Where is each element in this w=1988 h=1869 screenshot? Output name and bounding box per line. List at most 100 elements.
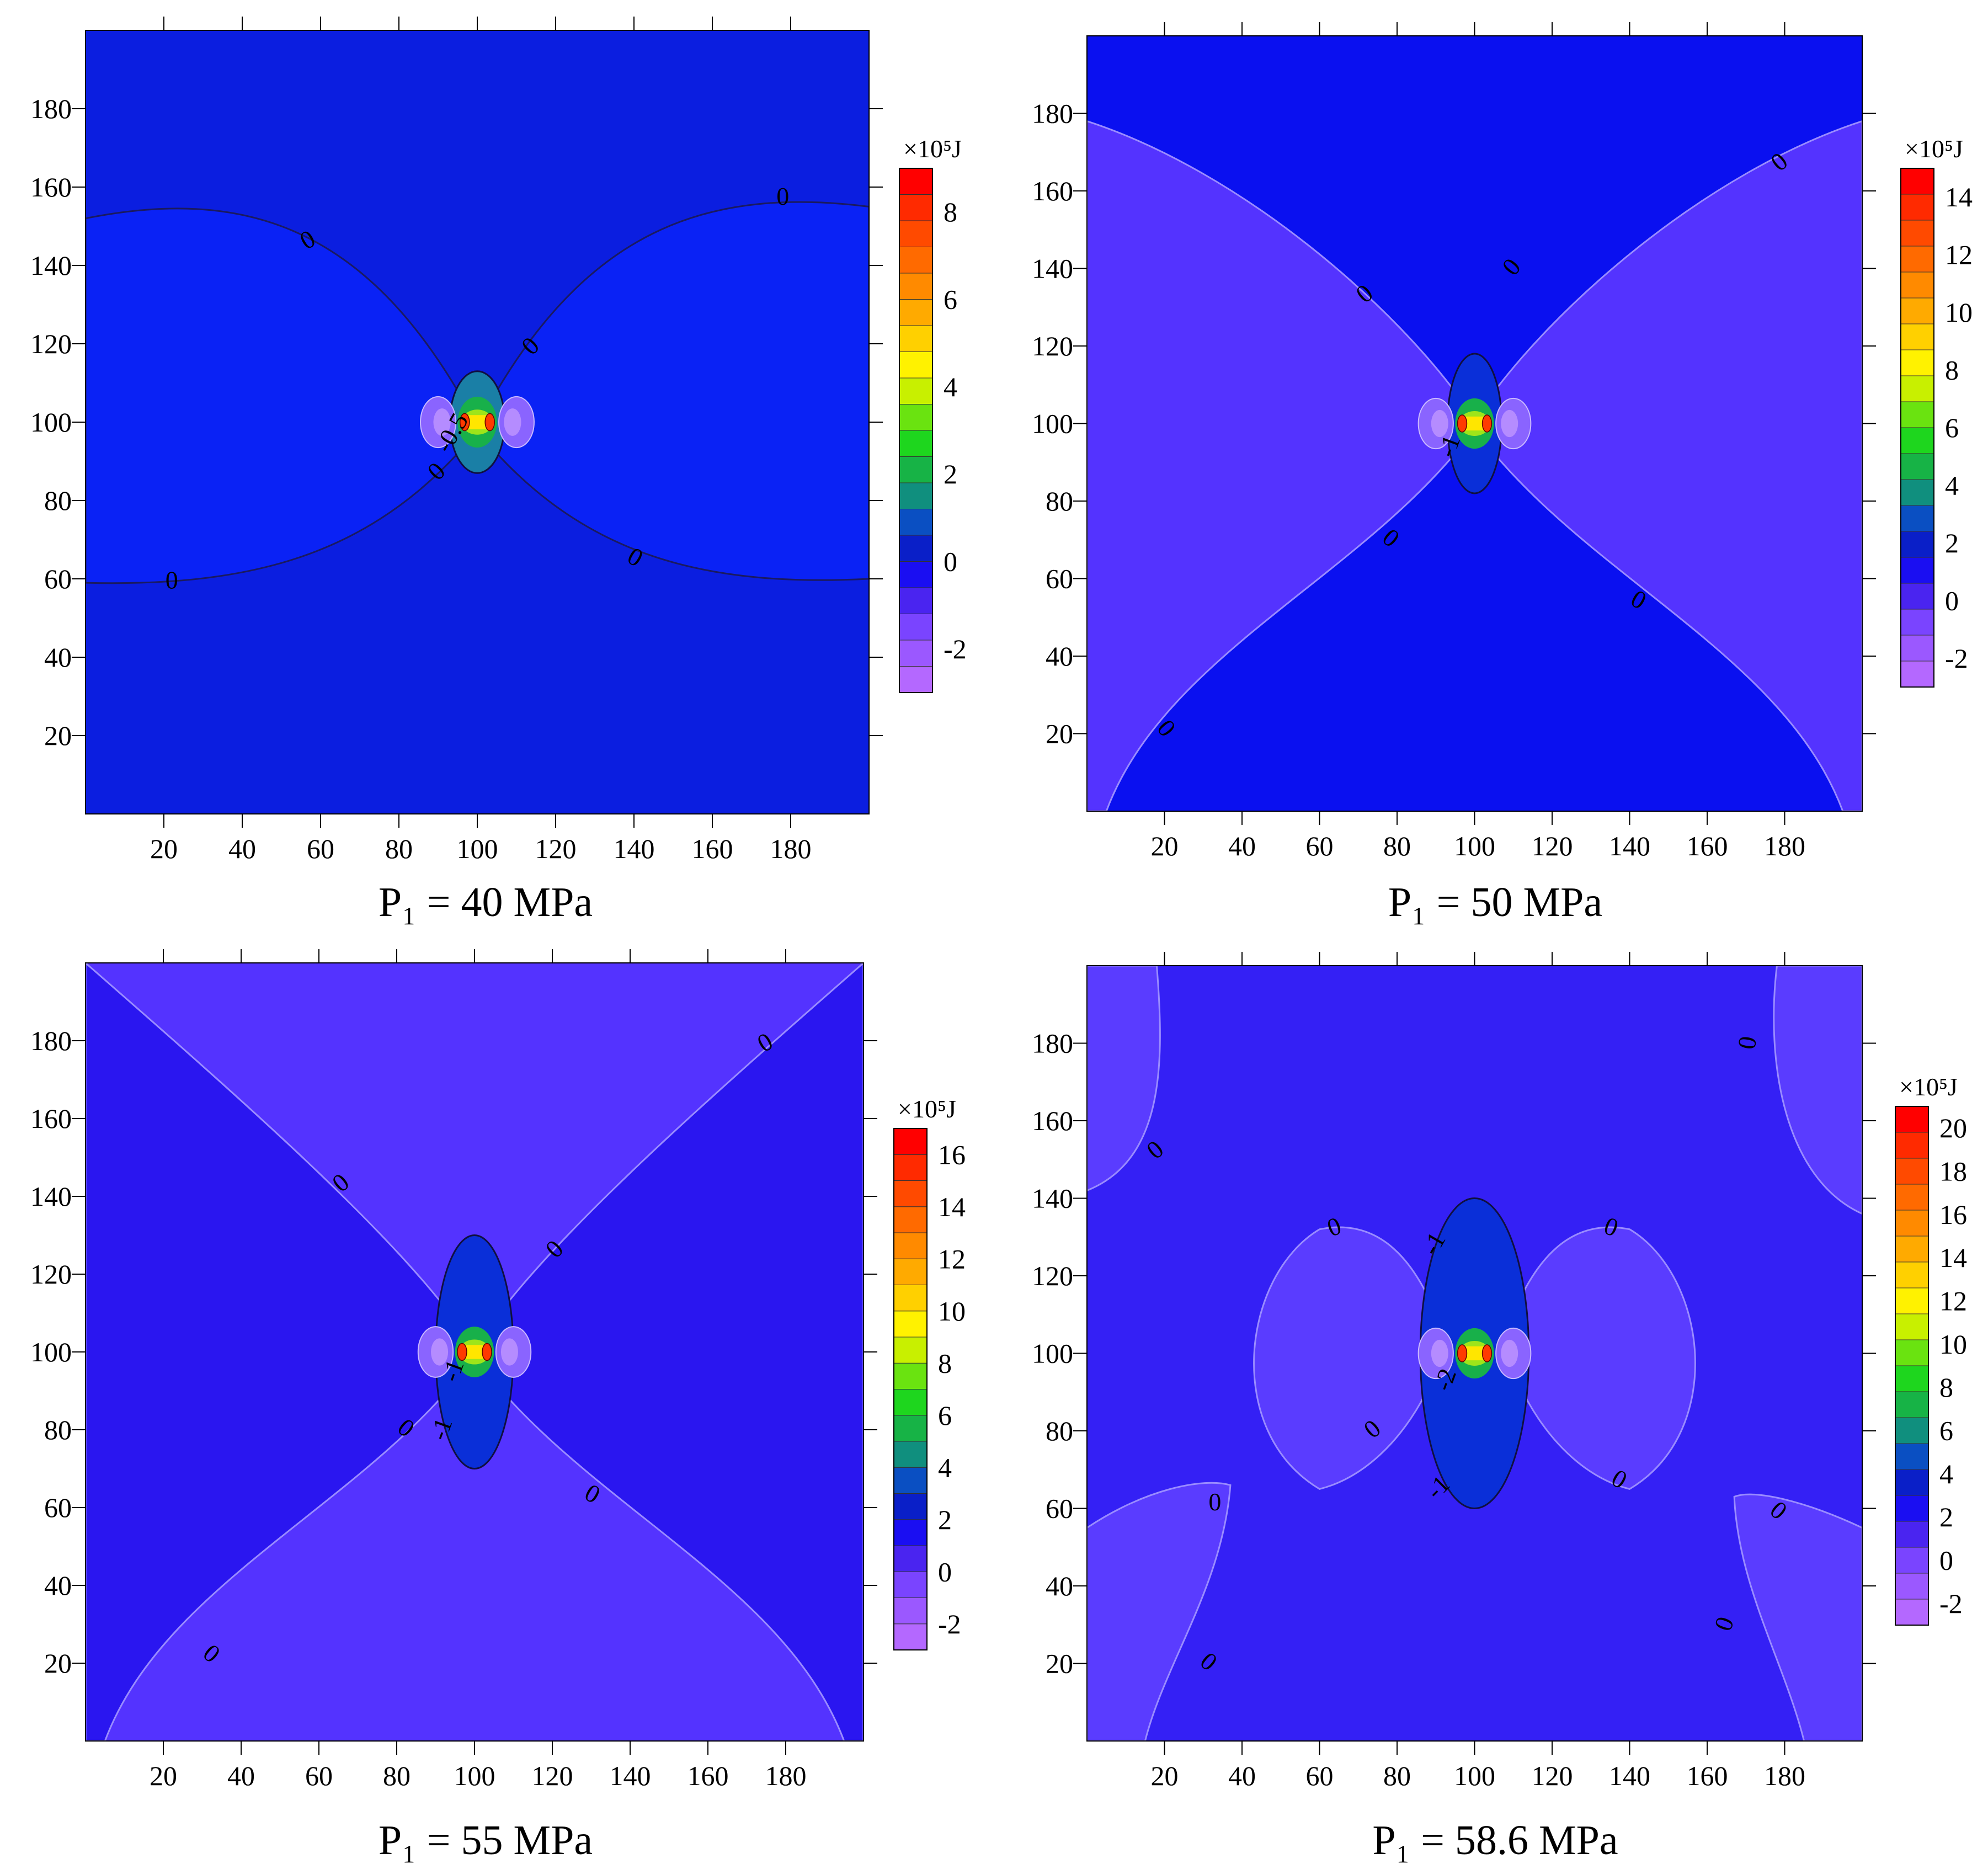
colorbar-segment (1895, 1573, 1929, 1600)
colorbar-segment (1895, 1391, 1929, 1418)
colorbar-tick-label: 6 (944, 284, 957, 315)
colorbar-tick-label: 12 (938, 1243, 966, 1274)
colorbar-segment (899, 666, 933, 693)
hotspot-peak (482, 1343, 492, 1361)
colorbar-segment (1900, 297, 1934, 324)
colorbar-segment (1900, 453, 1934, 480)
colorbar-segment (899, 640, 933, 667)
colorbar-tick-label: 6 (1945, 412, 1959, 443)
colorbar-segment (1900, 401, 1934, 428)
colorbar-segment (893, 1258, 928, 1285)
colorbar-tick-label: 2 (1945, 528, 1959, 558)
colorbar-segment (1900, 531, 1934, 558)
x-tick-label: 100 (1454, 1760, 1495, 1791)
colorbar-tick-label: 4 (1945, 470, 1959, 500)
colorbar-segment (1900, 323, 1934, 350)
colorbar-unit: ×10⁵J (903, 135, 962, 163)
energy-lobes (1087, 966, 1862, 1741)
y-tick-label: 100 (30, 1336, 72, 1367)
hotspot-peak (1457, 414, 1468, 433)
x-tick-label: 120 (1532, 1760, 1573, 1791)
y-tick-label: 160 (1032, 175, 1073, 206)
colorbar-segment (899, 404, 933, 431)
colorbar-segment (1895, 1158, 1929, 1185)
y-tick-label: 60 (1046, 1493, 1073, 1524)
y-tick-label: 60 (44, 563, 72, 594)
colorbar-segment (1895, 1261, 1929, 1288)
colorbar-segment (1900, 375, 1934, 402)
colorbar-tick-label: 12 (1939, 1286, 1967, 1317)
colorbar-segment (893, 1598, 928, 1625)
hotspot-peak (1481, 414, 1493, 433)
colorbar-segment (899, 430, 933, 457)
y-tick-label: 60 (1046, 563, 1073, 594)
panel-caption: P₁ = 55 MPa (379, 1817, 593, 1863)
colorbar-tick-label: 8 (1939, 1372, 1953, 1403)
colorbar-segment (1895, 1210, 1929, 1237)
x-tick-label: 20 (1151, 830, 1179, 861)
x-tick-label: 120 (1532, 830, 1573, 861)
x-tick-label: 180 (1764, 1760, 1805, 1791)
colorbar-segment (893, 1362, 928, 1389)
colorbar-tick-label: 18 (1939, 1156, 1967, 1187)
colorbar-tick-label: 12 (1945, 239, 1973, 270)
y-tick-label: 40 (1046, 641, 1073, 672)
colorbar-segment (893, 1311, 928, 1338)
colorbar-segment (893, 1493, 928, 1520)
colorbar-segment (1895, 1469, 1929, 1496)
colorbar-segment (893, 1232, 928, 1259)
x-tick-label: 80 (1383, 1760, 1411, 1791)
colorbar-tick-label: 14 (938, 1191, 966, 1222)
x-tick-label: 20 (150, 1760, 177, 1791)
colorbar-segment (899, 273, 933, 300)
colorbar-tick-label: 14 (1945, 182, 1973, 212)
y-tick-label: 100 (1032, 408, 1073, 439)
colorbar-tick-label: 6 (1939, 1415, 1953, 1446)
colorbar-segment (899, 614, 933, 641)
colorbar-segment (893, 1519, 928, 1546)
colorbar-tick-label: 6 (938, 1400, 952, 1431)
colorbar-segment (893, 1467, 928, 1494)
colorbar-segment (1895, 1443, 1929, 1470)
colorbar-segment (1895, 1339, 1929, 1366)
colorbar-tick-label: 4 (1939, 1458, 1953, 1489)
x-tick-label: 100 (454, 1760, 495, 1791)
x-tick-label: 160 (687, 1760, 729, 1791)
x-tick-label: 60 (1306, 1760, 1334, 1791)
colorbar-segment (1900, 609, 1934, 636)
x-tick-label: 40 (1228, 830, 1256, 861)
y-tick-label: 120 (30, 1259, 72, 1290)
colorbar-segment (899, 377, 933, 404)
y-tick-label: 120 (1032, 1260, 1073, 1291)
y-tick-label: 80 (44, 1414, 72, 1445)
colorbar-unit: ×10⁵J (1899, 1073, 1958, 1101)
colorbar-segment (899, 352, 933, 379)
colorbar-segment (893, 1415, 928, 1442)
colorbar-tick-label: 10 (938, 1296, 966, 1327)
side-lobe-core (500, 1338, 518, 1366)
colorbar-tick-label: 16 (938, 1139, 966, 1170)
colorbar-segment (899, 587, 933, 614)
y-tick-label: 60 (44, 1492, 72, 1523)
colorbar-segment (1895, 1495, 1929, 1522)
colorbar-tick-label: 2 (938, 1504, 952, 1535)
colorbar-segment (1900, 246, 1934, 273)
y-tick-label: 160 (30, 1103, 72, 1134)
colorbar-unit: ×10⁵J (898, 1095, 956, 1123)
colorbar-segment (899, 299, 933, 326)
panel-caption: P₁ = 50 MPa (1388, 879, 1602, 925)
colorbar-segment (893, 1206, 928, 1233)
x-tick-label: 180 (1764, 830, 1805, 861)
colorbar-tick-label: 0 (938, 1556, 952, 1587)
y-tick-label: 100 (1032, 1338, 1073, 1369)
x-tick-label: 160 (1687, 1760, 1728, 1791)
colorbar-segment (899, 509, 933, 536)
y-tick-label: 180 (30, 1025, 72, 1056)
x-tick-label: 180 (765, 1760, 807, 1791)
y-tick-label: 160 (30, 172, 72, 203)
y-tick-label: 140 (30, 1181, 72, 1212)
colorbar-segment (893, 1180, 928, 1207)
colorbar-segment (899, 535, 933, 562)
